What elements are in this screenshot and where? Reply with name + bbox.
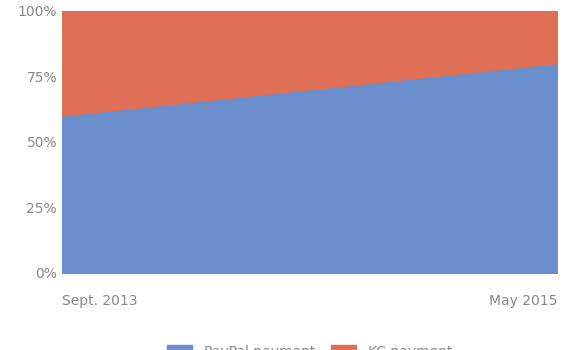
Text: Sept. 2013: Sept. 2013 (62, 294, 137, 308)
Legend: PayPal payment, KC payment: PayPal payment, KC payment (160, 338, 459, 350)
Text: May 2015: May 2015 (489, 294, 557, 308)
